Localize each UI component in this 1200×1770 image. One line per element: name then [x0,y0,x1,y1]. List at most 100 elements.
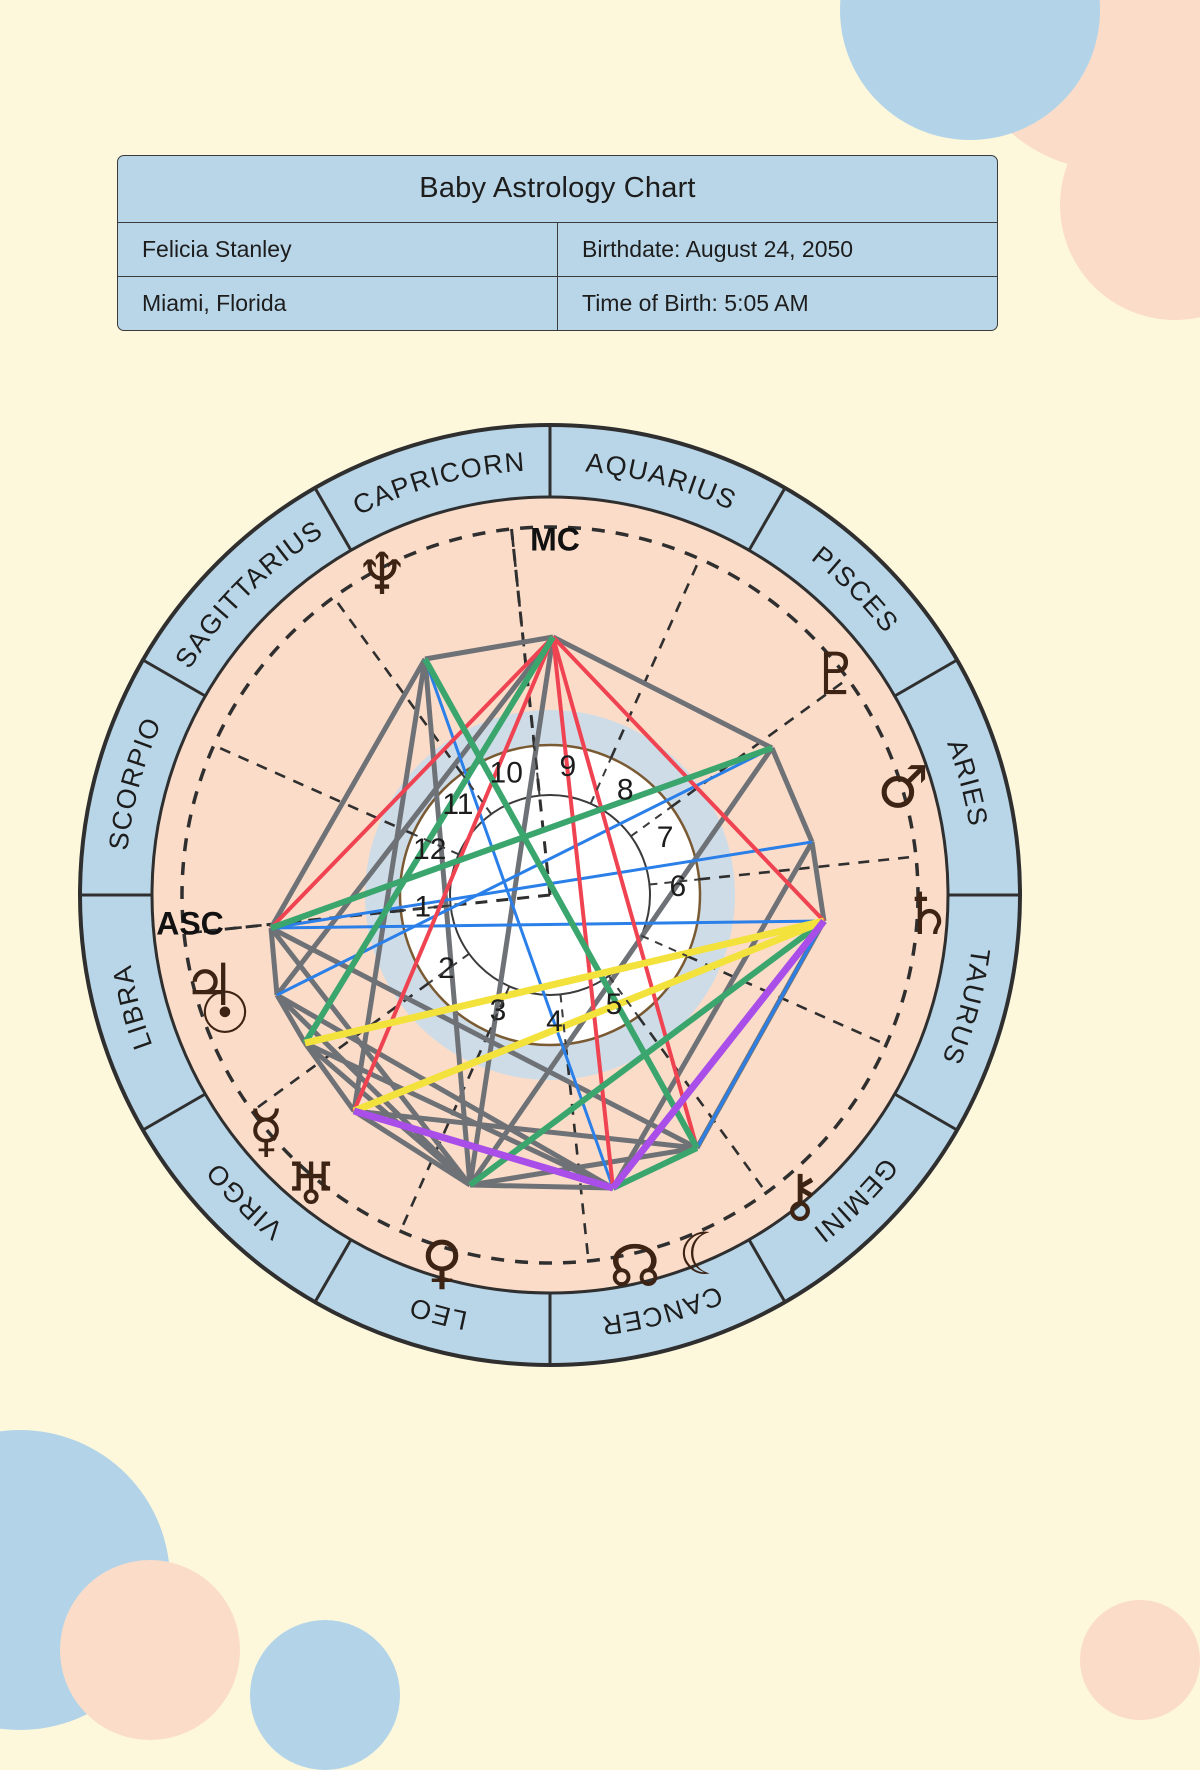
aspect-line-gray [422,658,473,1186]
sign-divider [142,1092,207,1132]
planet-glyph-venus: ♀ [421,1228,463,1296]
aspect-line-blue [270,919,825,930]
aspect-lines-layer [268,634,827,1192]
planet-glyph-jupiter: ♃ [183,951,235,1019]
aspect-line-gray [268,927,280,996]
house-number-4: 4 [546,1005,563,1038]
aspect-line-gray [551,634,774,751]
sign-divider [893,658,958,698]
house-number-1: 1 [414,890,431,923]
aspect-line-yellow [304,917,825,1047]
person-name: Felicia Stanley [118,223,558,276]
aspect-line-gray [303,1040,615,1191]
aspect-line-gray [275,635,555,997]
house-cusp-line [699,855,917,881]
birth-time: Time of Birth: 5:05 AM [582,290,809,316]
sign-divider [893,1092,958,1132]
house-cusp-line [251,982,430,1113]
house-cusp-line [332,596,463,775]
aspect-line-gray [269,926,472,1187]
house-number-5: 5 [606,988,623,1021]
aspect-line-blue [270,840,813,930]
house-number-9: 9 [559,750,576,783]
aspect-line-gray [469,1145,698,1188]
decoration-circle-peach-bottom-right [1080,1600,1200,1720]
wheel-spokes-layer [80,425,1020,1365]
mc-label: MC [530,521,580,557]
planet-glyph-neptune: ♆ [356,540,408,608]
decoration-circle-peach-top-right [960,0,1200,170]
aspect-line-green [302,635,556,1045]
sign-divider [142,658,207,698]
house-cusp-line [399,1031,491,1232]
aspect-line-gray [302,1041,357,1113]
planet-glyph-uranus: ♅ [285,1150,337,1218]
decoration-circle-blue-bottom [250,1620,400,1770]
house-cusp-line [637,1015,768,1194]
birthdate: Birthdate: August 24, 2050 [582,236,854,262]
house-number-12: 12 [413,833,446,866]
sign-divider [747,1238,787,1303]
aspect-line-gray [352,1108,472,1188]
aspect-line-gray [769,747,815,843]
page-title: Baby Astrology Chart [118,156,997,223]
house-number-10: 10 [490,757,523,790]
house-cusp-line [609,558,701,759]
house-cusp-line [213,744,414,836]
astrology-wheel-svg: ARIESPISCESAQUARIUSCAPRICORNSAGITTARIUSS… [78,423,1022,1367]
astrology-wheel: ARIES PISCES AQUARIUS CAPRICORN SAGITTARIUS S… [50,395,1050,1395]
planet-glyph-chiron: ⚷ [779,1161,821,1229]
planet-glyph-moon: ☾ [678,1220,730,1288]
aspect-line-gray [269,925,699,1151]
aspect-line-gray [268,657,428,930]
house-number-11: 11 [442,788,473,821]
aspect-line-gray [610,840,815,1190]
aspect-line-red [551,636,699,1149]
planet-glyph-pluto: ♇ [810,640,862,708]
sign-divider [313,1238,353,1303]
house-cusp-line [564,1044,590,1262]
house-number-6: 6 [669,870,686,903]
house-number-8: 8 [617,773,634,806]
aspect-line-green [468,918,826,1188]
planet-glyphs-layer: ♆ ♇♂ ♄ ⚷ ☾☊ ♀ ♅☿ ☉♃ [183,540,954,1300]
decoration-circle-peach-bottom-left [60,1560,240,1740]
decoration-circle-blue-top-right [840,0,1100,140]
aspect-line-red [352,636,555,1112]
house-number-2: 2 [438,952,455,985]
planet-glyph-mars: ♂ [877,753,929,821]
planet-glyph-north-node: ☊ [609,1232,661,1300]
aspect-line-yellow [352,917,826,1115]
aspect-line-gray [424,634,554,662]
aspect-line-purple [353,1107,614,1192]
birth-location: Miami, Florida [118,277,558,330]
house-cusp-circle [180,525,920,1265]
aspect-line-gray [353,1108,698,1151]
aspect-line-gray [275,992,615,1191]
aspect-line-green [611,1145,699,1191]
table-row: Miami, Florida Time of Birth: 5:05 AM [118,277,997,330]
sign-divider [747,487,787,552]
planet-glyph-mercury: ☿ [248,1097,284,1165]
decoration-circle-peach-right [1060,90,1200,320]
house-cusp-line [686,954,887,1046]
planet-glyph-saturn: ♄ [902,880,954,948]
table-row: Felicia Stanley Birthdate: August 24, 20… [118,223,997,277]
aspect-line-gray [809,841,827,922]
aspect-line-blue [695,920,826,1149]
aspect-line-red [269,635,555,930]
asc-label: ASC [156,905,224,941]
aspect-line-green [422,657,700,1150]
aspect-line-red [551,636,615,1189]
axis-labels-layer: MC ASC [156,521,580,941]
house-number-3: 3 [490,994,507,1027]
aspect-line-gray [275,993,472,1187]
aspect-line-gray [469,1182,614,1191]
sign-divider [313,487,353,552]
decoration-circle-blue-bottom-left [0,1430,170,1730]
house-number-7: 7 [657,821,674,854]
aspect-line-gray [467,636,556,1186]
birth-info-table: Baby Astrology Chart Felicia Stanley Bir… [117,155,998,331]
planet-glyph-sun: ☉ [199,979,251,1047]
